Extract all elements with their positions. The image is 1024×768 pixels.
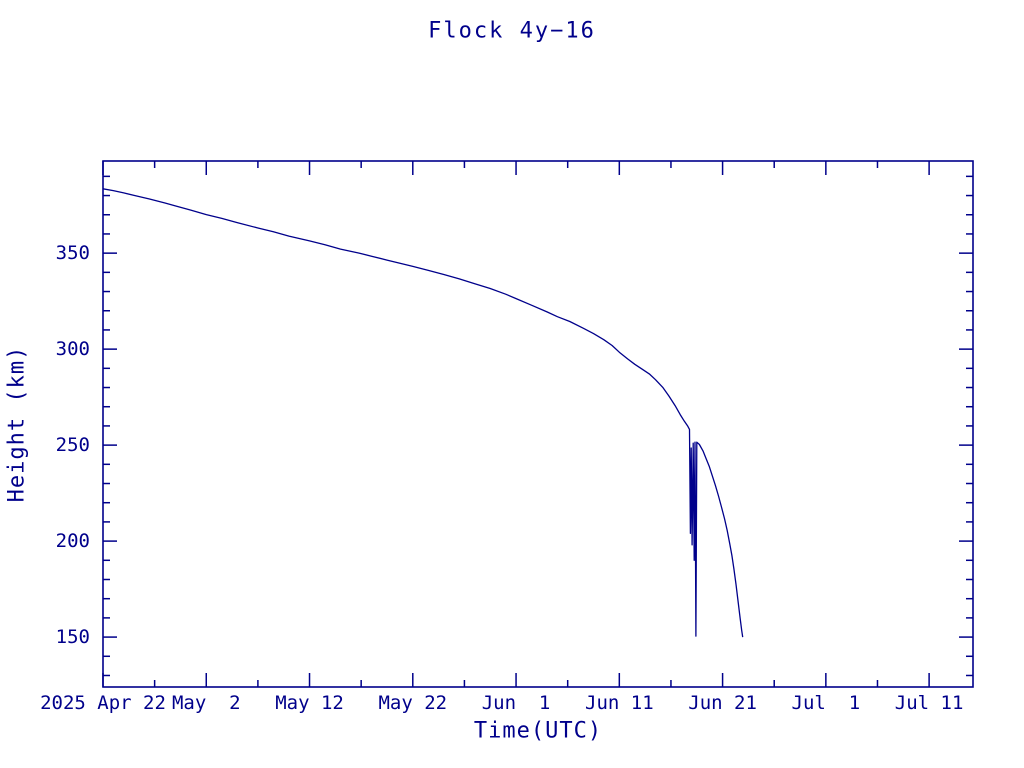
x-tick-labels: 2025 Apr 22 May 2 May 12 May 22 Jun 1 Jun 11 J… (40, 692, 963, 714)
y-tick-labels: 150 200 250 300 350 (56, 242, 90, 648)
x-tick-label: May 12 (275, 692, 344, 714)
x-tick-label: May 22 (378, 692, 447, 714)
y-axis-ticks (103, 175, 973, 677)
height-curve (102, 188, 744, 638)
x-tick-label: Jun 1 (482, 692, 551, 714)
x-axis-ticks (102, 161, 930, 687)
x-axis-label: Time(UTC) (473, 718, 603, 744)
x-tick-label: Jul 11 (895, 692, 964, 714)
x-tick-label: Jul 1 (792, 692, 861, 714)
x-tick-label: Jun 21 (688, 692, 757, 714)
x-tick-label: May 2 (172, 692, 241, 714)
chart-title: Flock 4y−16 (428, 18, 596, 44)
y-tick-label: 200 (56, 530, 90, 552)
plot-frame (102, 160, 974, 688)
x-tick-label: 2025 Apr 22 (40, 692, 166, 714)
y-tick-label: 350 (56, 242, 90, 264)
x-tick-label: Jun 11 (585, 692, 654, 714)
y-tick-label: 250 (56, 434, 90, 456)
y-tick-label: 300 (56, 338, 90, 360)
y-tick-label: 150 (56, 626, 90, 648)
